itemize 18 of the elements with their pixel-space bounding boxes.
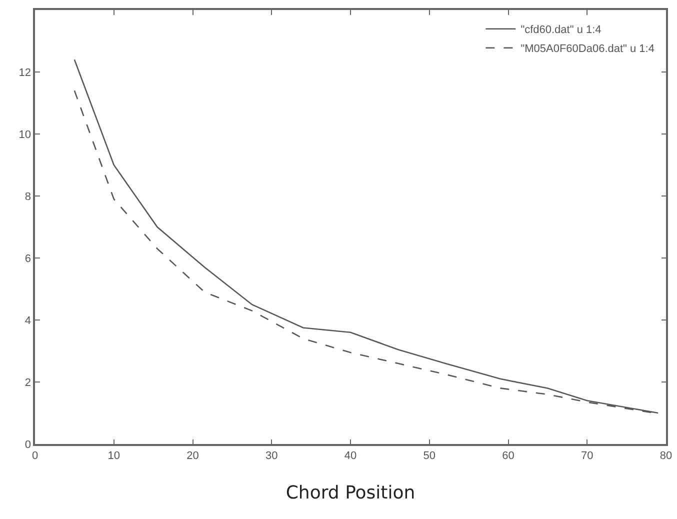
y-tick-label: 4 xyxy=(24,314,32,327)
x-tick-label: 40 xyxy=(344,450,357,462)
y-tick-label: 0 xyxy=(24,438,32,451)
x-tick-label: 30 xyxy=(266,450,278,462)
legend-label: "M05A0F60Da06.dat" u 1:4 xyxy=(520,43,654,56)
y-tick-label: 2 xyxy=(24,376,32,389)
y-tick-label: 10 xyxy=(18,128,32,141)
legend-label: "cfd60.dat" u 1:4 xyxy=(520,24,602,36)
x-tick-label: 70 xyxy=(581,450,594,462)
x-tick-label: 20 xyxy=(186,450,199,462)
x-tick-label: 60 xyxy=(502,450,514,462)
x-tick-label: 80 xyxy=(660,450,672,462)
y-tick-label: 8 xyxy=(24,190,32,203)
x-tick-label: 50 xyxy=(423,450,436,462)
x-tick-label: 10 xyxy=(108,450,120,462)
y-tick-label: 6 xyxy=(24,252,32,265)
y-tick-label: 12 xyxy=(18,66,32,79)
x-axis-title: Chord Position xyxy=(286,482,416,504)
